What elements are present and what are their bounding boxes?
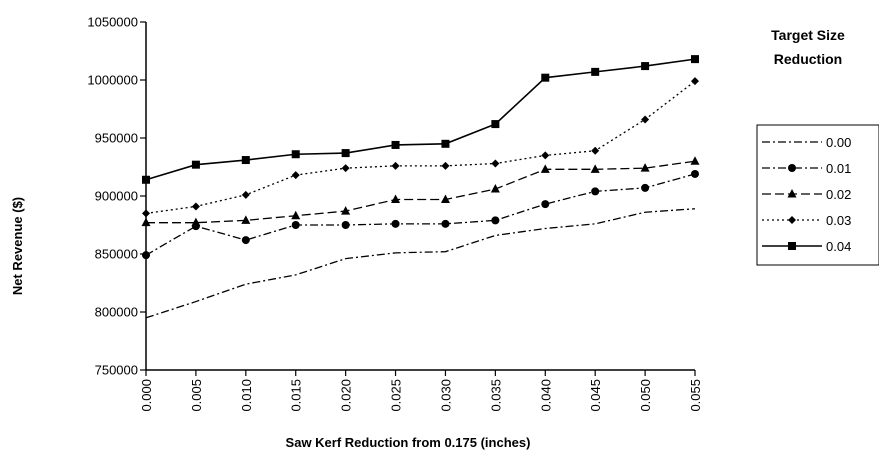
data-point-0.03 — [241, 190, 250, 199]
data-point-0.01 — [241, 236, 250, 245]
data-point-0.02 — [241, 215, 251, 224]
y-tick-label: 750000 — [95, 363, 138, 378]
y-tick-label: 800000 — [95, 305, 138, 320]
series-0.04 — [142, 55, 699, 184]
series-0.01 — [142, 169, 699, 260]
data-point-0.03 — [441, 161, 450, 170]
legend-marker-0.04 — [788, 242, 796, 250]
x-tick-label: 0.005 — [189, 379, 204, 412]
series-0.02 — [141, 156, 700, 227]
legend-marker-0.01 — [788, 164, 796, 172]
data-point-0.01 — [591, 187, 600, 196]
legend-box — [756, 124, 879, 266]
data-point-0.02 — [490, 184, 500, 193]
data-point-0.04 — [341, 149, 350, 158]
series-line-0.03 — [145, 80, 696, 215]
data-point-0.01 — [391, 219, 400, 228]
data-point-0.04 — [291, 150, 300, 159]
data-point-0.03 — [641, 115, 650, 124]
series-line-0.02 — [146, 160, 696, 224]
data-point-0.02 — [440, 194, 450, 203]
chart-axes: 750000 800000 850000 900000 950000 1000000 105… — [87, 15, 703, 412]
series-line-0.04 — [145, 58, 696, 181]
legend-title-line-2: Reduction — [774, 51, 842, 67]
data-point-0.04 — [391, 140, 400, 149]
series-0.03 — [142, 77, 699, 218]
y-tick-label: 1050000 — [87, 15, 138, 30]
x-tick-label: 0.055 — [688, 379, 703, 412]
data-point-0.04 — [142, 175, 150, 184]
data-point-0.03 — [191, 202, 200, 211]
y-tick-label: 900000 — [95, 189, 138, 204]
data-point-0.03 — [142, 209, 150, 218]
x-tick-label: 0.010 — [239, 379, 254, 412]
x-tick-label: 0.050 — [638, 379, 653, 412]
y-tick-label: 1000000 — [87, 73, 138, 88]
data-point-0.03 — [691, 77, 699, 86]
x-tick-label: 0.020 — [339, 379, 354, 412]
data-point-0.02 — [690, 156, 700, 165]
x-axis-title: Saw Kerf Reduction from 0.175 (inches) — [286, 435, 531, 450]
data-point-0.03 — [291, 171, 300, 180]
data-point-0.01 — [341, 221, 350, 229]
x-tick-label: 0.025 — [389, 379, 404, 412]
data-point-0.03 — [541, 151, 550, 160]
data-point-0.04 — [591, 67, 600, 76]
data-point-0.02 — [341, 206, 351, 215]
legend-marker-0.02 — [787, 189, 797, 198]
y-tick-label: 850000 — [95, 247, 138, 262]
data-point-0.04 — [491, 120, 500, 129]
series-0.00 — [145, 208, 696, 319]
series-line-0.01 — [145, 173, 696, 256]
data-point-0.04 — [641, 62, 650, 71]
data-point-0.01 — [441, 219, 450, 228]
data-point-0.04 — [191, 160, 200, 169]
legend-label-0.03: 0.03 — [826, 213, 851, 228]
data-point-0.02 — [640, 163, 650, 172]
data-point-0.01 — [291, 221, 300, 229]
legend-label-0.01: 0.01 — [826, 161, 851, 176]
series-line-0.00 — [145, 208, 696, 319]
data-point-0.03 — [591, 146, 600, 155]
x-tick-label: 0.040 — [538, 379, 553, 412]
data-point-0.01 — [541, 200, 550, 209]
data-point-0.02 — [291, 210, 301, 220]
data-point-0.04 — [441, 139, 450, 148]
legend-title-line-1: Target Size — [771, 27, 845, 43]
legend-label-0.02: 0.02 — [826, 187, 851, 202]
data-point-0.03 — [491, 159, 500, 168]
data-point-0.01 — [641, 183, 650, 192]
y-tick-label: 950000 — [95, 131, 138, 146]
chart-legend: 0.00 0.01 0.02 0.03 0.04 — [756, 124, 879, 266]
data-point-0.04 — [241, 156, 250, 165]
data-point-0.01 — [491, 216, 500, 225]
legend-marker-0.03 — [788, 216, 796, 224]
x-tick-label: 0.045 — [588, 379, 603, 412]
x-tick-label: 0.015 — [289, 379, 304, 412]
data-point-0.04 — [691, 55, 699, 64]
chart-series — [141, 55, 700, 319]
data-point-0.02 — [191, 217, 201, 227]
data-point-0.01 — [691, 169, 699, 178]
data-point-0.03 — [341, 164, 350, 173]
data-point-0.02 — [590, 164, 600, 173]
legend-label-0.00: 0.00 — [826, 135, 851, 150]
data-point-0.02 — [391, 194, 401, 203]
x-tick-label: 0.035 — [488, 379, 503, 412]
data-point-0.04 — [541, 73, 550, 82]
data-point-0.03 — [391, 161, 400, 170]
x-tick-label: 0.000 — [139, 379, 154, 412]
x-tick-label: 0.030 — [438, 379, 453, 412]
legend-label-0.04: 0.04 — [826, 239, 851, 254]
data-point-0.02 — [141, 217, 151, 227]
data-point-0.02 — [540, 164, 550, 173]
data-point-0.01 — [142, 251, 150, 260]
y-axis-title: Net Revenue ($) — [10, 197, 25, 295]
